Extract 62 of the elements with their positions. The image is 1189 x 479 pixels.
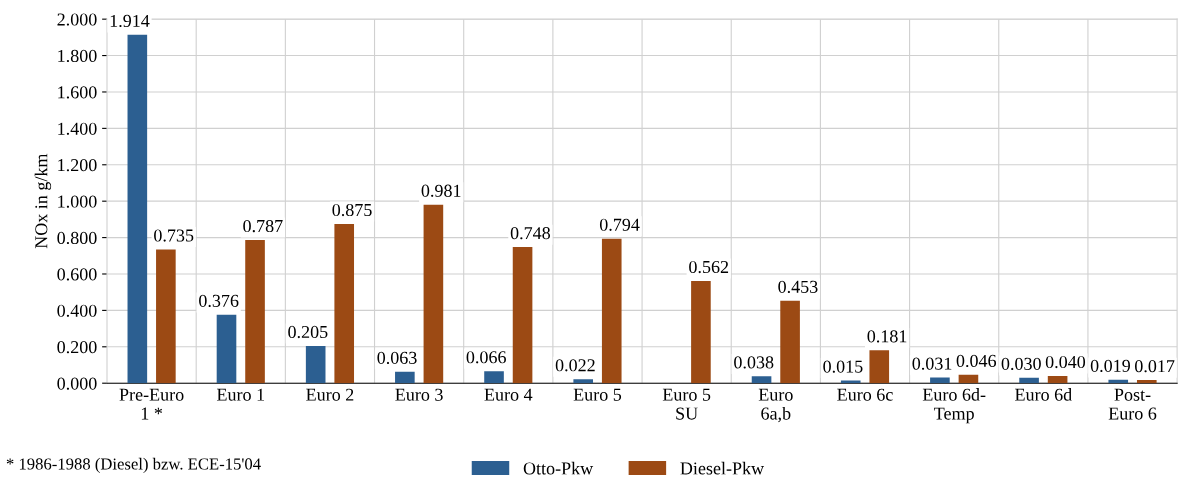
y-tick-label: 0.600 — [57, 268, 97, 281]
y-tick-label: 0.800 — [57, 231, 97, 245]
bar — [1136, 380, 1157, 384]
data-label: 0.046 — [956, 354, 997, 368]
data-label: 0.787 — [243, 219, 283, 233]
bar — [751, 376, 772, 384]
x-tick-label: Euro 3 — [395, 388, 443, 401]
bar — [1019, 377, 1039, 384]
data-label: 0.181 — [867, 330, 907, 343]
data-label: 0.040 — [1045, 355, 1086, 369]
data-label: 0.063 — [377, 351, 417, 364]
bar — [930, 377, 950, 384]
y-tick-label: 1.200 — [58, 159, 97, 172]
data-label: 0.794 — [599, 218, 640, 231]
x-tick-label: Euro 2 — [306, 388, 354, 401]
data-label: 0.017 — [1134, 360, 1175, 373]
text: * 1986-1988 (Diesel) bzw. ECE-15'04 — [6, 457, 261, 473]
bar — [573, 379, 594, 384]
data-label: 0.038 — [734, 356, 774, 369]
y-tick-label: 0.400 — [57, 304, 97, 317]
bar — [484, 371, 504, 384]
bar — [958, 374, 979, 384]
legend-label: Diesel-Pkw — [680, 461, 765, 475]
data-label: 0.453 — [778, 280, 818, 293]
data-label: 0.022 — [555, 359, 595, 372]
x-tick-label: Euro 6d — [1015, 388, 1072, 401]
data-label: 0.031 — [912, 357, 952, 370]
bar — [305, 345, 326, 384]
data-label: 0.562 — [689, 260, 729, 274]
data-label: 0.066 — [466, 351, 506, 364]
data-label: 0.981 — [421, 184, 461, 197]
x-tick-label: Euro 5 — [573, 388, 622, 401]
data-label: 0.748 — [510, 227, 551, 240]
bar — [780, 300, 800, 384]
y-tick-label: 0.200 — [57, 341, 97, 354]
data-label: 0.015 — [823, 360, 863, 373]
y-axis-title: NOx in g/km — [34, 153, 52, 249]
y-tick-label: 1.000 — [58, 195, 97, 208]
data-label: 0.019 — [1090, 359, 1130, 372]
data-label: 0.205 — [288, 325, 328, 339]
x-tick-label: Euro 5 SU — [662, 388, 711, 420]
y-tick-label: 0.000 — [57, 377, 97, 390]
data-label: 0.376 — [199, 294, 239, 308]
x-tick-label: Euro 4 — [484, 388, 533, 401]
data-label: 1.914 — [110, 14, 150, 28]
x-tick-label: Euro 6a,b — [758, 388, 793, 423]
x-tick-label: Euro 6c — [837, 388, 893, 401]
y-tick-label: 2.000 — [57, 13, 97, 26]
bar — [1047, 375, 1068, 384]
data-label: 0.030 — [1001, 357, 1041, 370]
y-tick-label: 1.800 — [58, 49, 97, 63]
x-tick-label: Euro 1 — [216, 388, 265, 401]
data-label: 0.735 — [154, 229, 194, 242]
bar — [601, 238, 622, 384]
bar — [840, 380, 861, 384]
y-tick-label: 1.400 — [58, 122, 97, 135]
x-tick-label: Pre-Euro 1 * — [119, 388, 184, 420]
x-tick-label: Post- Euro 6 — [1108, 388, 1157, 420]
y-tick-label: 1.600 — [58, 86, 97, 99]
legend-label: Otto-Pkw — [523, 461, 594, 475]
data-label: 0.875 — [332, 203, 372, 217]
x-tick-label: Euro 6d- Temp — [922, 388, 986, 424]
